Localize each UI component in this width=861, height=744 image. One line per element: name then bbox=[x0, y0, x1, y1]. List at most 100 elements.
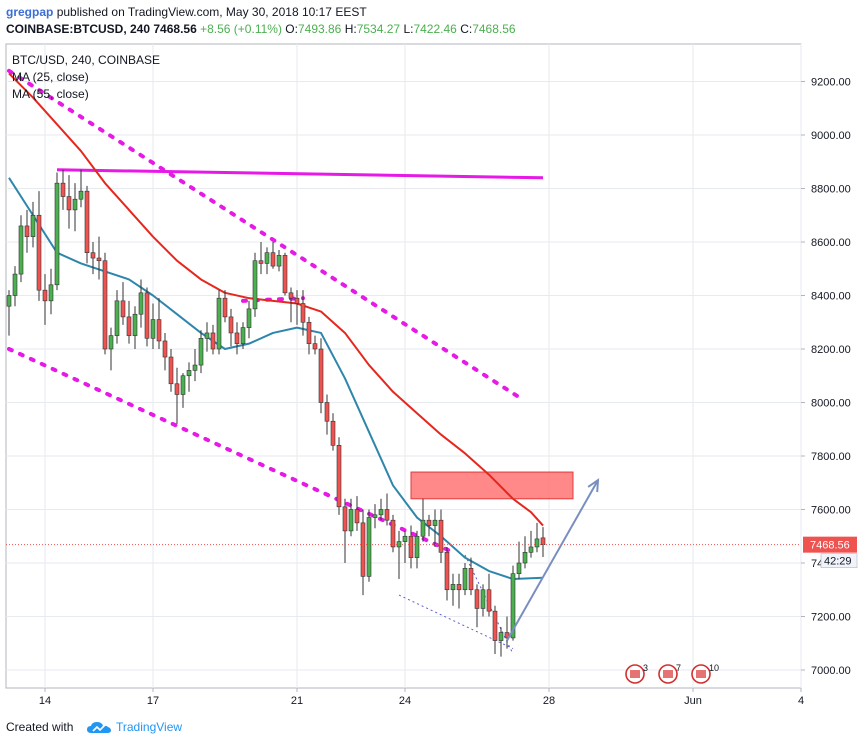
tradingview-logo-text[interactable]: TradingView bbox=[116, 720, 183, 734]
countdown-tag bbox=[820, 553, 858, 568]
candle-body bbox=[246, 308, 252, 328]
candle-body bbox=[42, 289, 48, 302]
candle-up bbox=[48, 268, 54, 315]
candle-up bbox=[276, 250, 282, 272]
candle-down bbox=[312, 335, 318, 355]
candle-up bbox=[420, 498, 426, 542]
event-flag-icon[interactable]: 7 bbox=[658, 663, 681, 684]
candle-up bbox=[252, 252, 258, 317]
candle-up bbox=[450, 573, 456, 606]
candle-body bbox=[18, 225, 24, 275]
candles-layer bbox=[6, 169, 546, 657]
candle-body bbox=[12, 273, 18, 296]
y-tick-label: 8600.00 bbox=[811, 237, 851, 249]
candle-body bbox=[60, 182, 66, 197]
created-with-text: Created with bbox=[6, 720, 74, 734]
candle-body bbox=[168, 356, 174, 385]
candle-body bbox=[402, 535, 408, 542]
x-tick-label: 24 bbox=[399, 695, 411, 707]
candle-body bbox=[126, 316, 132, 336]
y-tick-label: 8800.00 bbox=[811, 184, 851, 196]
x-tick-label: 14 bbox=[39, 695, 51, 707]
candle-body bbox=[528, 546, 534, 553]
candle-body bbox=[66, 196, 72, 211]
time-axis[interactable]: 14 17 21 24 28 Jun 4 bbox=[39, 688, 804, 707]
candle-down bbox=[222, 290, 228, 323]
candle-body bbox=[114, 300, 120, 336]
candle-down bbox=[96, 236, 102, 280]
candle-up bbox=[534, 522, 540, 553]
resistance-zone bbox=[410, 471, 574, 500]
candle-down bbox=[282, 252, 288, 296]
candle-up bbox=[192, 349, 198, 382]
author-name[interactable]: gregpap bbox=[6, 5, 54, 19]
event-flag-icon[interactable]: 10 bbox=[691, 663, 719, 684]
y-tick-label: 7800.00 bbox=[811, 451, 851, 463]
candle-body bbox=[84, 190, 90, 254]
candle-body bbox=[198, 337, 204, 366]
candle-body bbox=[534, 538, 540, 548]
event-flag bbox=[663, 670, 673, 678]
candle-up bbox=[30, 201, 36, 248]
candle-down bbox=[228, 308, 234, 347]
candle-down bbox=[444, 546, 450, 601]
candle-body bbox=[426, 519, 432, 526]
candle-down bbox=[336, 437, 342, 515]
candle-up bbox=[264, 247, 270, 275]
horizontal-resistance-line bbox=[56, 168, 544, 180]
candle-up bbox=[246, 300, 252, 339]
candle-body bbox=[162, 340, 168, 358]
event-flag bbox=[696, 670, 706, 678]
candle-down bbox=[306, 316, 312, 355]
candle-down bbox=[300, 290, 306, 336]
price-axis[interactable]: 7000.007200.007400.007600.007800.008000.… bbox=[801, 77, 851, 678]
candle-body bbox=[120, 300, 126, 318]
candle-down bbox=[174, 367, 180, 424]
candle-down bbox=[102, 252, 108, 355]
candle-body bbox=[282, 255, 288, 294]
event-count: 3 bbox=[643, 663, 648, 673]
moving-averages-layer bbox=[8, 72, 544, 581]
annotations-layer: 3 7 10 bbox=[506, 478, 719, 684]
candle-body bbox=[24, 225, 30, 237]
legend-ma25: MA (25, close) bbox=[12, 70, 89, 84]
y-tick-label: 9200.00 bbox=[811, 77, 851, 89]
candle-down bbox=[234, 322, 240, 355]
candle-up bbox=[198, 330, 204, 374]
low-value: 7422.46 bbox=[413, 22, 457, 36]
candle-body bbox=[312, 343, 318, 350]
candle-down bbox=[90, 242, 96, 275]
event-flag-icon[interactable]: 3 bbox=[625, 663, 648, 684]
candle-body bbox=[234, 332, 240, 344]
candle-body bbox=[156, 319, 162, 342]
candle-up bbox=[498, 627, 504, 657]
candle-up bbox=[462, 563, 468, 596]
high-label: H: bbox=[344, 22, 357, 36]
candle-body bbox=[366, 517, 372, 577]
candle-up bbox=[216, 290, 222, 355]
chart-legend: BTC/USD, 240, COINBASE MA (25, close) MA… bbox=[12, 53, 160, 101]
candle-body bbox=[306, 321, 312, 344]
last-price: 7468.56 bbox=[153, 22, 197, 36]
candle-body bbox=[324, 402, 330, 422]
candle-body bbox=[318, 348, 324, 403]
candle-body bbox=[78, 190, 84, 200]
grid-lines bbox=[6, 44, 802, 688]
candle-up bbox=[414, 530, 420, 569]
candle-up bbox=[54, 172, 60, 291]
candle-down bbox=[486, 573, 492, 617]
x-tick-label: Jun bbox=[684, 695, 702, 707]
candle-up bbox=[180, 373, 186, 408]
candle-body bbox=[192, 364, 198, 371]
candle-body bbox=[354, 509, 360, 524]
low-label: L: bbox=[403, 22, 414, 36]
ma55-line bbox=[8, 72, 544, 527]
candle-down bbox=[474, 584, 480, 628]
candle-down bbox=[330, 413, 336, 451]
candle-body bbox=[294, 297, 300, 304]
candle-body bbox=[462, 568, 468, 591]
y-tick-label: 7600.00 bbox=[811, 505, 851, 517]
candle-body bbox=[102, 260, 108, 350]
y-tick-label: 9000.00 bbox=[811, 130, 851, 142]
